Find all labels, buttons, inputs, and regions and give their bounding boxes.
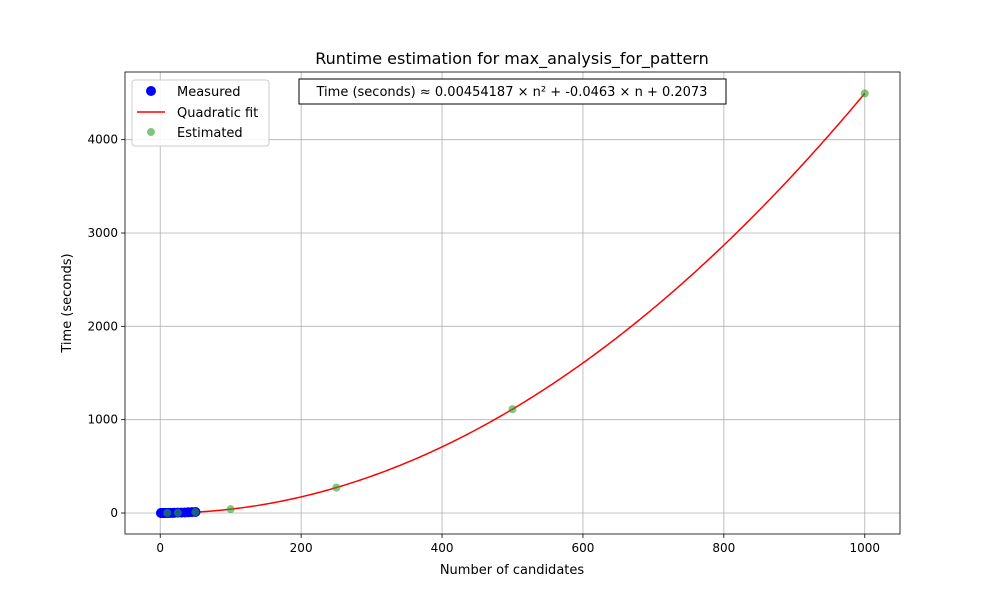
annotation-box bbox=[298, 78, 727, 105]
x-tick-label: 400 bbox=[431, 541, 454, 555]
y-tick-label: 1000 bbox=[87, 413, 118, 427]
estimated-point bbox=[332, 483, 341, 492]
legend-marker-estimated bbox=[147, 128, 155, 136]
x-tick-label: 200 bbox=[290, 541, 313, 555]
x-tick-label: 600 bbox=[572, 541, 595, 555]
estimated-point bbox=[163, 508, 172, 517]
annotation-text: Time (seconds) ≈ 0.00454187 × n² + -0.04… bbox=[316, 85, 708, 100]
legend: Measured Quadratic fit Estimated bbox=[131, 79, 270, 147]
x-axis-label: Number of candidates bbox=[440, 563, 585, 578]
legend-label-fit: Quadratic fit bbox=[177, 106, 258, 121]
grid bbox=[125, 72, 900, 534]
axes: 0 200 400 600 800 1000 0 1000 2000 3000 4000 bbox=[87, 71, 901, 555]
x-tick-label: 1000 bbox=[849, 541, 880, 555]
y-axis-label: Time (seconds) bbox=[60, 253, 75, 353]
legend-marker-measured bbox=[146, 86, 156, 96]
x-tick-label: 0 bbox=[156, 541, 164, 555]
y-tick-label: 4000 bbox=[87, 133, 118, 147]
legend-label-estimated: Estimated bbox=[177, 126, 243, 141]
legend-frame bbox=[131, 79, 270, 147]
chart-title: Runtime estimation for max_analysis_for_… bbox=[315, 49, 708, 69]
legend-label-measured: Measured bbox=[177, 85, 241, 100]
y-tick-label: 3000 bbox=[87, 226, 118, 240]
estimated-point bbox=[173, 508, 182, 517]
y-tick-label: 0 bbox=[110, 506, 118, 520]
plot-area bbox=[155, 89, 869, 518]
estimated-point bbox=[226, 505, 235, 514]
x-tick-label: 800 bbox=[712, 541, 735, 555]
estimated-point bbox=[508, 405, 517, 414]
estimated-point bbox=[860, 89, 869, 98]
fit-equation-annotation: Time (seconds) ≈ 0.00454187 × n² + -0.04… bbox=[298, 78, 727, 105]
y-tick-label: 2000 bbox=[87, 319, 118, 333]
axes-frame bbox=[124, 71, 901, 535]
estimated-point bbox=[191, 508, 200, 517]
